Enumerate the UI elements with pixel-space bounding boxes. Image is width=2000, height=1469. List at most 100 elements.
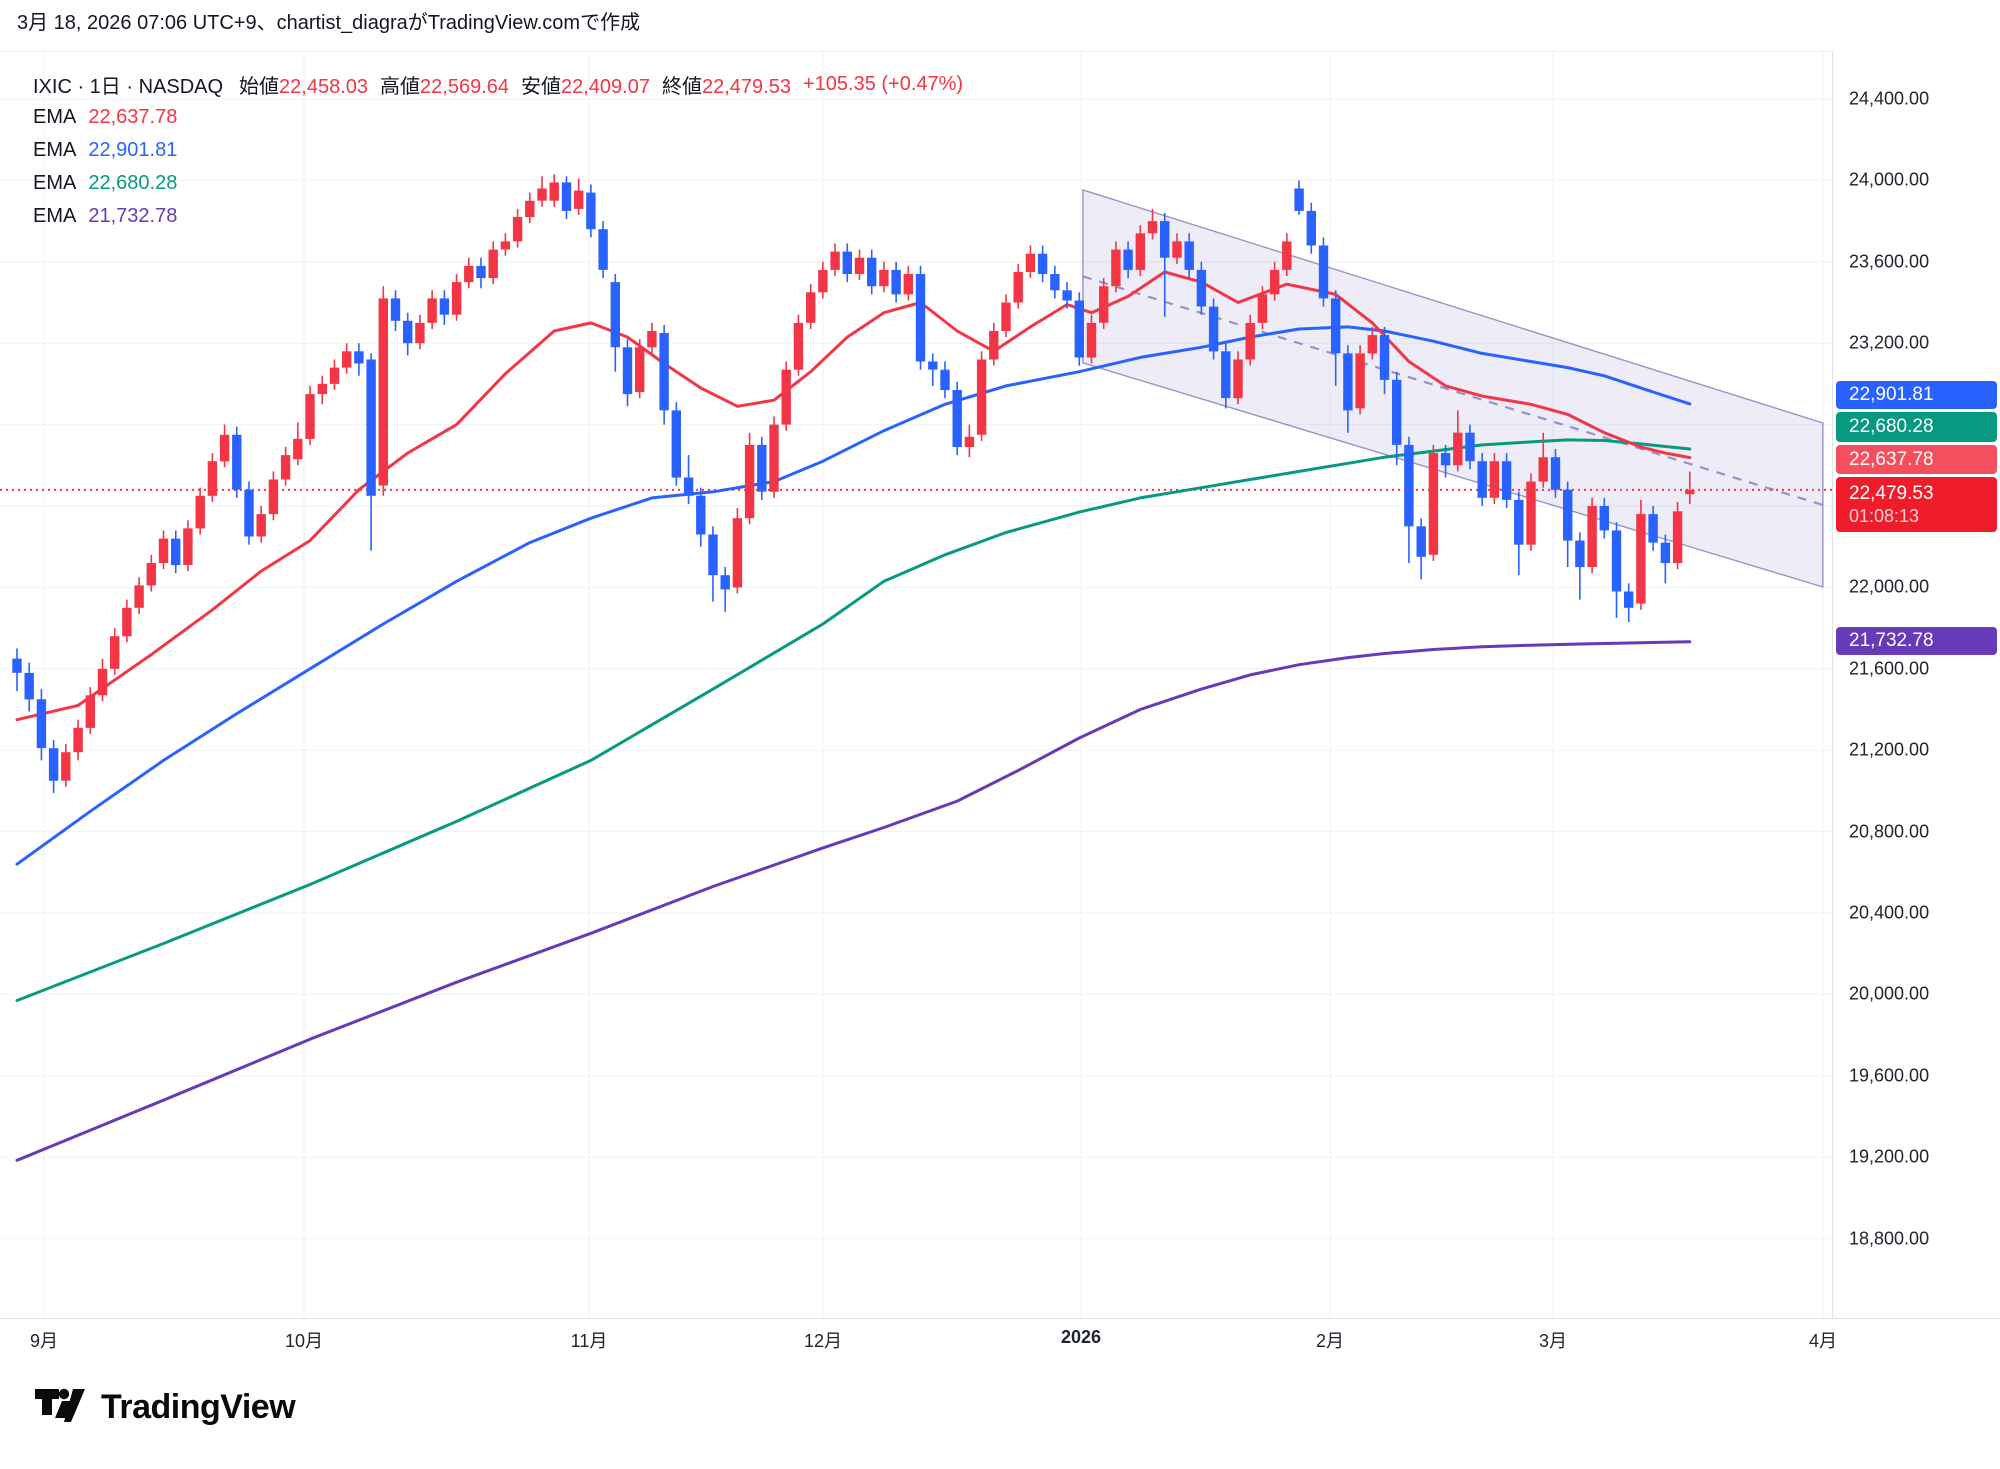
candle-body <box>1013 272 1023 303</box>
candle-body <box>610 282 620 348</box>
candle-body <box>1672 511 1683 563</box>
candle-body <box>964 436 975 447</box>
candle-body <box>1074 300 1084 358</box>
candle-body <box>854 257 865 274</box>
candle-body <box>806 292 816 323</box>
candle-body <box>73 727 83 753</box>
candle-body <box>1526 481 1536 545</box>
candle-body <box>451 282 462 315</box>
tradingview-logo-icon <box>35 1388 85 1422</box>
time-axis-tick: 12月 <box>803 1331 843 1351</box>
time-axis[interactable]: 9月 10月 11月 12月 2026 2月 3月 4月 <box>0 1318 2000 1359</box>
ema-price-label: 21,732.78 <box>1836 627 1997 655</box>
candle-body <box>317 383 327 395</box>
candle-body <box>1392 379 1402 445</box>
candle-body <box>500 241 511 250</box>
price-axis-tick: 24,000.00 <box>1849 169 1930 190</box>
countdown-timer: 01:08:13 <box>1849 505 1920 526</box>
candle-body <box>1477 461 1487 498</box>
candle-body <box>1099 286 1109 323</box>
ema-legend-row: EMA 22,637.78 <box>33 101 963 134</box>
candle-body <box>390 298 401 321</box>
candle-body <box>1587 506 1597 567</box>
candle-body <box>683 477 694 496</box>
candle-body <box>708 534 718 576</box>
candle-body <box>1160 221 1170 258</box>
candle-body <box>48 748 59 781</box>
candle-body <box>1050 274 1060 291</box>
candle-body <box>1636 514 1646 604</box>
time-axis-tick: 9月 <box>29 1331 59 1351</box>
ema-legend-row: EMA 22,680.28 <box>33 167 963 200</box>
candle-body <box>1599 506 1609 531</box>
header-divider <box>0 51 2000 52</box>
candle-body <box>1086 322 1097 358</box>
price-axis-tick: 20,800.00 <box>1849 821 1930 842</box>
ema-label: EMA <box>33 172 77 194</box>
candle-body <box>781 369 791 425</box>
candle-body <box>561 182 572 211</box>
ema-price-label: 22,680.28 <box>1836 412 1997 442</box>
candle-body <box>659 333 669 411</box>
candle-body <box>598 229 608 270</box>
candle-body <box>24 672 34 700</box>
candle-body <box>1233 359 1243 399</box>
candle-body <box>207 461 218 496</box>
candle-body <box>1624 591 1634 608</box>
price-axis-tick: 24,400.00 <box>1849 88 1930 109</box>
candle-body <box>280 455 291 480</box>
candle-body <box>1037 253 1048 274</box>
chart-legend: IXIC · 1日 · NASDAQ 始値22,458.03 高値22,569.… <box>33 68 963 233</box>
candle-body <box>915 274 926 362</box>
candle-body <box>1282 241 1292 270</box>
candle-body <box>476 265 486 279</box>
price-axis-tick: 21,600.00 <box>1849 658 1930 679</box>
time-axis-tick: 2月 <box>1315 1331 1345 1351</box>
candle-body <box>146 563 156 586</box>
time-axis-tick: 4月 <box>1808 1331 1838 1351</box>
ema-value: 21,732.78 <box>88 205 178 227</box>
candle-body <box>793 322 804 370</box>
candle-body <box>1501 461 1512 500</box>
candle-body <box>427 298 437 323</box>
candle-body <box>1196 269 1207 307</box>
ema-label: EMA <box>33 106 77 128</box>
candle-body <box>1306 210 1316 246</box>
candle-body <box>1184 241 1194 270</box>
ema-price-label: 22,637.78 <box>1836 445 1997 474</box>
current-price-label: 22,479.53 01:08:13 <box>1836 477 1997 532</box>
candle-body <box>1294 188 1304 211</box>
candle-body <box>989 331 999 360</box>
ema-line <box>15 640 1692 1162</box>
candle-body <box>744 444 755 519</box>
candle-body <box>757 444 767 492</box>
price-axis-tick: 23,200.00 <box>1849 332 1930 353</box>
candle-body <box>1343 353 1353 411</box>
candle-body <box>61 752 71 781</box>
candle-body <box>1269 269 1280 295</box>
price-axis[interactable]: 24,400.00 24,000.00 23,600.00 23,200.00 22,0… <box>1832 51 2000 1318</box>
tradingview-logo-text: TradingView <box>101 1387 296 1426</box>
candle-body <box>1514 499 1524 545</box>
candle-body <box>1465 432 1475 462</box>
ohlc-high: 高値22,569.64 <box>380 76 509 98</box>
candle-body <box>842 251 852 274</box>
candle-body <box>329 367 340 384</box>
candle-body <box>1208 306 1219 352</box>
ohlc-close: 終値22,479.53 <box>661 76 791 98</box>
time-axis-tick: 10月 <box>284 1331 324 1351</box>
candle-body <box>439 298 450 315</box>
candle-body <box>1404 444 1414 527</box>
candle-body <box>1025 253 1036 272</box>
ema-legend-row: EMA 22,901.81 <box>33 134 963 167</box>
ema-legend-row: EMA 21,732.78 <box>33 200 963 233</box>
symbol-title: IXIC · 1日 · NASDAQ <box>33 76 224 98</box>
candle-body <box>244 489 254 537</box>
ohlc-low: 安値22,409.07 <box>521 76 650 98</box>
candle-body <box>1172 241 1182 258</box>
price-axis-tick: 22,000.00 <box>1849 576 1930 597</box>
price-axis-tick: 18,800.00 <box>1849 1228 1930 1249</box>
ema-value: 22,680.28 <box>88 172 178 194</box>
